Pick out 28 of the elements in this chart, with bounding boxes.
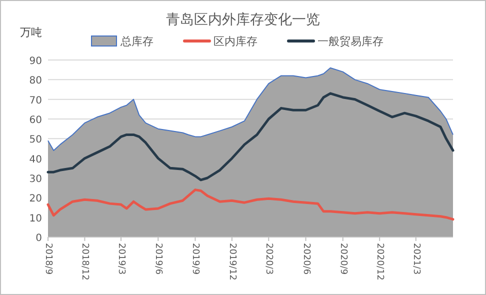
x-tick-label: 2019/3 [116, 243, 126, 275]
x-tick-label: 2018/9 [43, 243, 53, 275]
x-tick-label: 2020/12 [374, 243, 385, 280]
y-tick-label: 10 [29, 213, 42, 224]
y-tick-label: 60 [29, 115, 42, 126]
y-tick-label: 0 [36, 233, 42, 244]
x-tick-label: 2019/9 [190, 243, 200, 275]
y-tick-label: 70 [29, 95, 42, 106]
x-tick-label: 2020/6 [300, 243, 311, 275]
y-tick-label: 80 [29, 76, 42, 87]
y-tick-label: 90 [29, 56, 42, 67]
legend-label: 总库存 [120, 35, 154, 48]
y-tick-label: 50 [29, 134, 42, 146]
x-tick-label: 2021/3 [410, 243, 421, 275]
y-tick-label: 20 [29, 194, 42, 205]
x-tick-label: 2020/3 [264, 243, 274, 275]
line-series [46, 92, 454, 182]
chart-title: 青岛区内外库存变化一览 [166, 12, 320, 28]
legend-label: 区内库存 [214, 35, 258, 48]
y-axis-title: 万吨 [20, 26, 42, 39]
legend-label: 一般贸易库存 [318, 35, 384, 48]
x-tick-label: 2018/12 [80, 243, 90, 280]
x-tick-label: 2020/9 [338, 243, 348, 275]
x-tick-label: 2019/12 [226, 243, 237, 280]
line-series [46, 188, 454, 221]
y-tick-label: 40 [29, 154, 42, 166]
y-tick-label: 30 [29, 174, 42, 185]
x-tick-label: 2019/6 [153, 243, 164, 275]
